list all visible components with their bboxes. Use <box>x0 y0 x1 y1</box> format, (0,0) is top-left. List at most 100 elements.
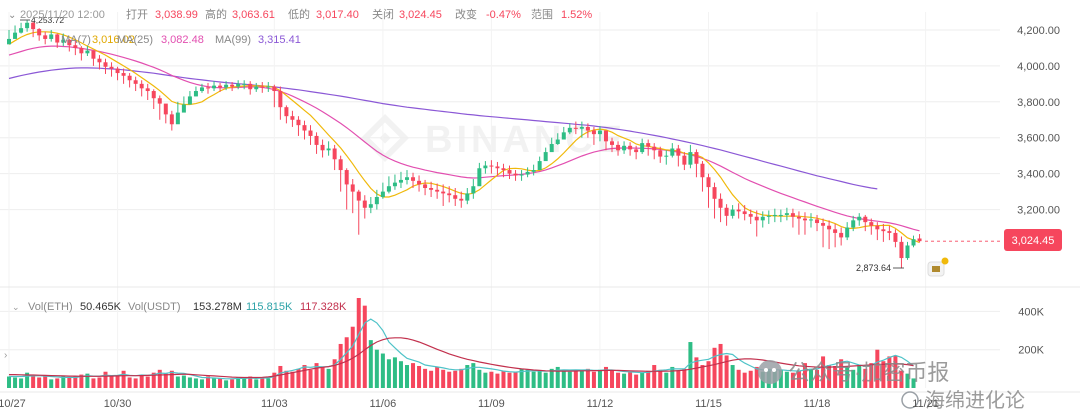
candlestick <box>694 149 699 178</box>
candlestick <box>338 155 343 192</box>
candle-body <box>133 80 138 84</box>
candlestick <box>175 101 180 125</box>
candlestick <box>537 156 542 171</box>
candle-body <box>501 168 506 171</box>
candlestick <box>815 214 820 232</box>
candlestick <box>272 84 277 108</box>
candle-body <box>302 125 307 131</box>
candle-body <box>55 34 60 43</box>
candle-body <box>356 191 361 201</box>
candlestick <box>790 208 795 228</box>
pane-collapse-icon[interactable]: › <box>4 350 7 361</box>
candlestick <box>386 176 391 194</box>
candle-body <box>272 86 277 92</box>
candle-body <box>169 114 174 125</box>
candlestick <box>483 161 488 174</box>
candlestick <box>302 120 307 140</box>
volume-bar <box>821 356 826 388</box>
chevron-down-icon[interactable]: ⌄ <box>8 10 16 21</box>
candle-body <box>736 209 741 212</box>
volume-bar <box>610 370 615 388</box>
current-price-tag[interactable]: 3,024.45 <box>1004 229 1062 251</box>
candle-body <box>308 130 313 136</box>
news-badge-icon[interactable] <box>927 257 949 277</box>
candle-body <box>380 191 385 197</box>
candle-body <box>730 209 735 216</box>
wechat-account-line1: 公众号·加密币报 <box>788 360 949 385</box>
volume-bar <box>278 365 283 388</box>
candlestick <box>224 81 229 91</box>
ma99-label: MA(99) <box>215 34 251 46</box>
candle-body <box>688 152 693 165</box>
candle-body <box>597 130 602 135</box>
volume-bar <box>332 359 337 388</box>
candle-body <box>591 130 596 135</box>
candlestick <box>109 62 114 77</box>
volume-legend: ⌄ Vol(ETH) 50.465K Vol(USDT) 153.278M 11… <box>12 301 347 313</box>
candlestick <box>742 205 747 221</box>
volume-bar <box>350 326 355 388</box>
candlestick <box>236 80 241 90</box>
candle-body <box>706 177 711 188</box>
candlestick <box>610 137 615 153</box>
candlestick <box>784 207 789 221</box>
volume-bar <box>585 368 590 388</box>
candle-body <box>320 144 325 151</box>
candle-body <box>193 91 198 97</box>
candlestick <box>103 58 108 74</box>
volume-bar <box>875 349 880 388</box>
change-value: -0.47% <box>486 9 521 21</box>
volume-bar <box>507 372 512 388</box>
candlestick <box>809 213 814 228</box>
candle-body <box>851 220 856 228</box>
candle-body <box>314 135 319 145</box>
candle-body <box>616 144 621 151</box>
candlestick <box>525 167 530 178</box>
candle-body <box>441 191 446 194</box>
candle-body <box>79 47 84 54</box>
candlestick <box>652 143 657 160</box>
volume-bars <box>7 298 916 388</box>
candlestick <box>459 191 464 208</box>
volume-bar <box>706 361 711 388</box>
ma99-value: 3,315.41 <box>258 34 301 46</box>
candle-body <box>507 170 512 174</box>
volume-bar <box>242 378 247 388</box>
vol-usdt-value: 153.278M <box>193 301 242 313</box>
candlestick <box>139 80 144 97</box>
candle-body <box>640 143 645 153</box>
volume-collapse-icon[interactable]: ⌄ <box>12 302 20 312</box>
candle-body <box>869 222 874 226</box>
volume-bar <box>435 366 440 388</box>
candlestick <box>471 179 476 199</box>
candlestick <box>658 146 663 163</box>
candlestick <box>754 210 759 237</box>
candle-body <box>429 188 434 190</box>
ma7-value: 3,016.02 <box>92 34 135 46</box>
candle-body <box>881 229 886 232</box>
ma7-label: MA(7) <box>61 34 91 46</box>
candle-body <box>224 84 229 88</box>
time-tick-label: 11/18 <box>804 398 831 410</box>
candle-body <box>332 148 337 160</box>
current-price-value: 3,024.45 <box>1012 235 1055 247</box>
volume-bar <box>302 365 307 388</box>
candlestick <box>260 82 265 93</box>
max-price-marker: 4,253.72 <box>20 15 64 25</box>
range-label: 范围 <box>531 7 553 21</box>
volume-bar <box>272 372 277 388</box>
candle-body <box>700 163 705 178</box>
candlestick <box>169 110 174 131</box>
candle-body <box>646 143 651 147</box>
candlestick <box>362 195 367 219</box>
candlestick <box>730 205 735 219</box>
candle-body <box>694 152 699 164</box>
candlestick <box>634 145 639 160</box>
candle-body <box>815 219 820 224</box>
volume-bar <box>682 368 687 388</box>
volume-bar <box>869 363 874 388</box>
volume-bar <box>447 371 452 388</box>
candlestick <box>827 220 832 250</box>
candlestick <box>163 103 168 124</box>
